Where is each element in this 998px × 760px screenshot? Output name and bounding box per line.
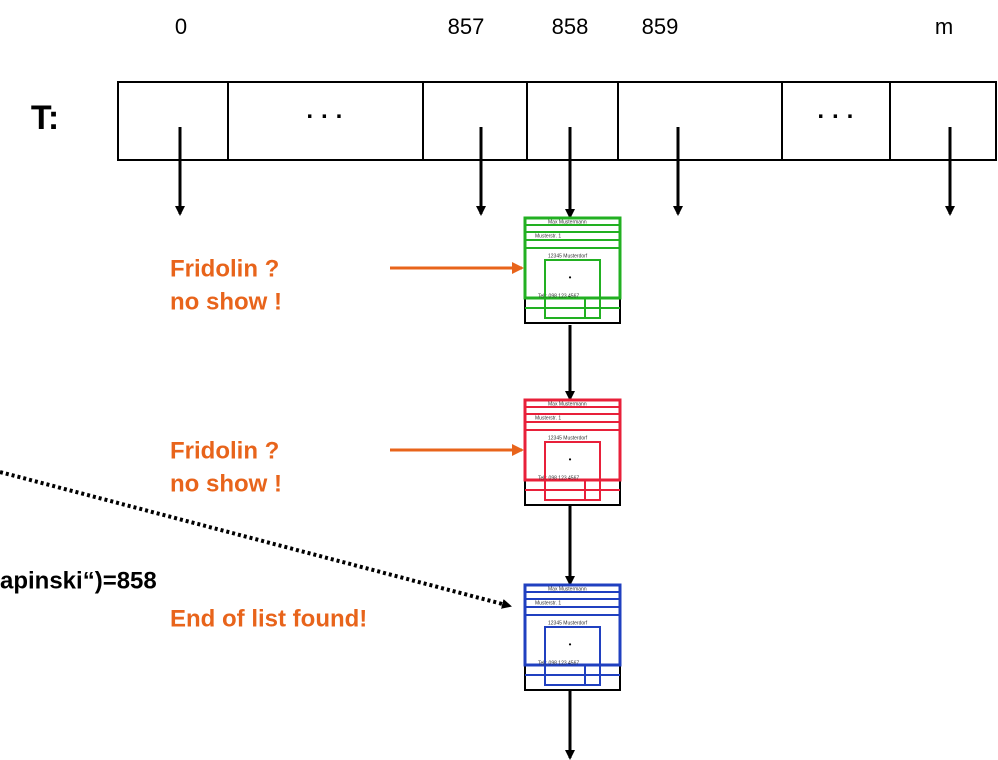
table-label: T: bbox=[31, 99, 59, 137]
note: End of list found! bbox=[170, 605, 367, 632]
card-text: 12345 Musterdorf bbox=[548, 253, 588, 259]
ellipsis: · · · bbox=[306, 103, 343, 130]
hash-table bbox=[117, 81, 997, 161]
record-card: Max Mustermann Musterstr. 1 12345 Musterdo… bbox=[523, 216, 622, 324]
note: Fridolin ? bbox=[170, 437, 279, 464]
card-inner bbox=[544, 259, 601, 319]
card-text: 12345 Musterdorf bbox=[548, 435, 588, 441]
ellipsis: · · · bbox=[817, 103, 854, 130]
hash-call: apinski“)=858 bbox=[0, 567, 157, 594]
note: no show ! bbox=[170, 288, 282, 315]
card-text: Tel.: 098 123 4567 bbox=[538, 475, 579, 481]
note: Fridolin ? bbox=[170, 255, 279, 282]
card-inner bbox=[544, 626, 601, 686]
index-label: 858 bbox=[552, 14, 589, 39]
card-text: Musterstr. 1 bbox=[535, 600, 561, 606]
card-outline bbox=[524, 399, 621, 506]
card-body bbox=[523, 398, 622, 482]
card-text: Max Mustermann bbox=[548, 401, 587, 407]
card-inner bbox=[544, 441, 601, 501]
card-text: Tel.: 098 123 4567 bbox=[538, 660, 579, 666]
card-text: Max Mustermann bbox=[548, 219, 587, 225]
card-dots: • bbox=[569, 455, 572, 464]
card-text: Musterstr. 1 bbox=[535, 233, 561, 239]
index-label: m bbox=[935, 14, 953, 39]
hash-arrow bbox=[0, 470, 512, 609]
note: no show ! bbox=[170, 470, 282, 497]
card-text: Tel.: 098 123 4567 bbox=[538, 293, 579, 299]
index-label: 857 bbox=[448, 14, 485, 39]
record-card: Max Mustermann Musterstr. 1 12345 Musterdo… bbox=[523, 398, 622, 506]
card-body bbox=[523, 583, 622, 667]
pointer-arrows bbox=[175, 127, 955, 760]
card-text: Musterstr. 1 bbox=[535, 415, 561, 421]
card-body bbox=[523, 216, 622, 300]
card-text: 12345 Musterdorf bbox=[548, 620, 588, 626]
index-label: 0 bbox=[175, 14, 187, 39]
record-card: Max Mustermann Musterstr. 1 12345 Musterdo… bbox=[523, 583, 622, 691]
chain: Max Mustermann Musterstr. 1 12345 Musterdo… bbox=[170, 216, 622, 691]
card-dots: • bbox=[569, 640, 572, 649]
index-label: 859 bbox=[642, 14, 679, 39]
card-dots: • bbox=[569, 273, 572, 282]
card-text: Max Mustermann bbox=[548, 586, 587, 592]
